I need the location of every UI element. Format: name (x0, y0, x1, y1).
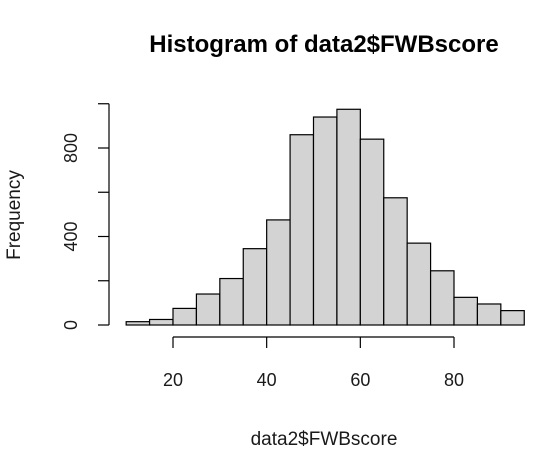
histogram-bar (125, 321, 151, 326)
x-tick-label: 80 (444, 370, 464, 390)
y-tick-label: 800 (61, 133, 81, 163)
histogram-bar (429, 270, 455, 326)
y-tick-label: 0 (61, 320, 81, 330)
histogram-bar (476, 303, 502, 326)
x-tick-label: 40 (257, 370, 277, 390)
y-tick-label: 400 (61, 221, 81, 251)
histogram-bar (383, 197, 408, 326)
bars (125, 108, 525, 326)
x-tick-label: 60 (350, 370, 370, 390)
histogram-bar (312, 116, 338, 326)
histogram-bar (406, 242, 432, 326)
x-tick-label: 20 (163, 370, 183, 390)
histogram-bar (289, 134, 315, 326)
histogram-bar (242, 248, 268, 326)
histogram-bar (195, 293, 221, 326)
histogram-bar (500, 310, 525, 326)
x-axis: 20 40 60 80 (163, 336, 464, 390)
histogram-bar (266, 219, 291, 326)
x-axis-label: data2$FWBscore (251, 429, 398, 450)
histogram-bar (172, 307, 198, 326)
histogram-bar (148, 318, 174, 326)
histogram-bar (336, 108, 361, 326)
histogram-bar (453, 296, 479, 326)
histogram-bar (219, 277, 244, 326)
y-axis: 0 400 800 (61, 103, 110, 330)
chart-title: Histogram of data2$FWBscore (149, 31, 498, 58)
y-axis-label: Frequency (4, 170, 25, 260)
histogram-bar (359, 138, 385, 326)
